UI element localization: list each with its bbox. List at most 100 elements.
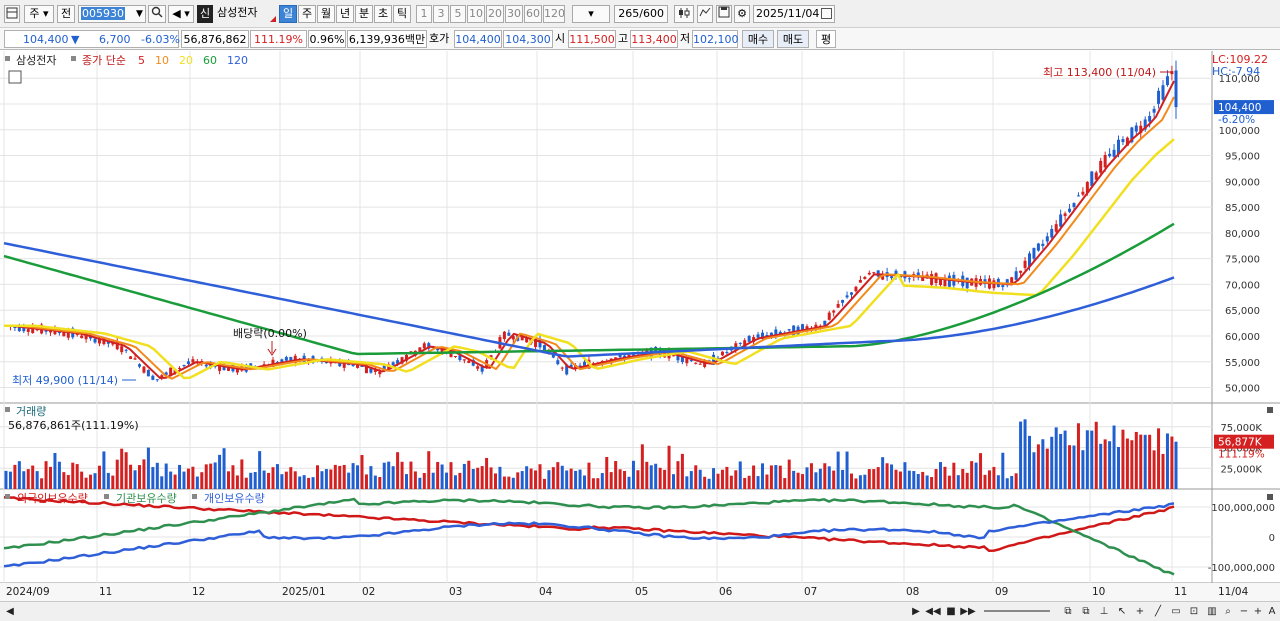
period-tab[interactable]: 분	[355, 5, 373, 23]
cursor-tool-icon[interactable]: ↖	[1117, 606, 1127, 617]
volume-bar	[485, 457, 489, 489]
calendar-icon[interactable]	[821, 8, 832, 19]
volume-bar	[752, 465, 756, 489]
candle-body	[378, 371, 382, 375]
volume-bar	[124, 452, 128, 489]
volume-bar	[164, 463, 168, 489]
interval-tab[interactable]: 5	[450, 5, 466, 23]
volume-bar	[538, 464, 542, 489]
interval-tab[interactable]: 60	[524, 5, 542, 23]
chart-type-icon[interactable]: ▥	[1207, 606, 1217, 617]
settings-gear-icon[interactable]: ⚙	[734, 5, 750, 23]
candle-body	[916, 272, 920, 277]
candle-body	[943, 277, 947, 287]
forward-icon[interactable]: ▶▶	[960, 606, 976, 617]
volume-bar	[547, 470, 551, 489]
interval-tab[interactable]: 3	[433, 5, 449, 23]
interval-tab[interactable]: 10	[467, 5, 485, 23]
volume-title: 거래량	[16, 405, 46, 418]
layout-tool-icon[interactable]: ⧉	[1064, 606, 1072, 617]
pin-tool-icon[interactable]: ⊥	[1099, 606, 1109, 617]
volume-bar	[40, 478, 44, 489]
period-tab[interactable]: 틱	[393, 5, 411, 23]
x-tick-label: 12	[192, 586, 205, 598]
volume-bar	[1094, 421, 1098, 489]
volume-bar	[89, 474, 93, 489]
zoom-out-icon[interactable]: −	[1239, 606, 1249, 617]
copy-tool-icon[interactable]: ⧉	[1082, 606, 1090, 617]
font-size-icon[interactable]: A	[1268, 606, 1276, 617]
interval-tab[interactable]: 30	[505, 5, 523, 23]
search-icon[interactable]	[148, 5, 166, 23]
date-input[interactable]: 2025/11/04	[753, 5, 835, 23]
volume-bar	[436, 461, 440, 489]
ma-60-line	[3, 222, 1175, 356]
draw-tool-icon[interactable]	[697, 5, 713, 23]
volume-bar	[1139, 434, 1143, 489]
zoom-slider[interactable]	[984, 610, 1050, 612]
rect-tool-icon[interactable]: ▭	[1171, 606, 1181, 617]
line-tool-icon[interactable]: ╱	[1154, 606, 1162, 617]
period-tab[interactable]: 초	[374, 5, 392, 23]
volume-bar	[182, 471, 186, 489]
scroll-right-icon[interactable]: ▶	[912, 606, 920, 617]
period-tab[interactable]: 년	[336, 5, 354, 23]
code-dropdown-icon[interactable]: ▼	[136, 9, 143, 19]
volume-bar	[507, 476, 511, 489]
period-tab[interactable]: 주	[298, 5, 316, 23]
zoom-icon[interactable]: ⌕	[1225, 606, 1231, 617]
stop-icon[interactable]: ■	[946, 606, 956, 617]
x-tick-label: 11/04	[1218, 586, 1249, 598]
eval-button[interactable]: 평	[816, 30, 836, 48]
volume-bar	[551, 467, 555, 489]
volume-bar	[235, 475, 239, 489]
volume-bar	[841, 469, 845, 489]
volume-bar	[672, 474, 675, 489]
period-tab[interactable]: 일	[279, 5, 297, 23]
ma-period-label: 60	[203, 54, 217, 67]
prev-button[interactable]: 전	[57, 5, 75, 23]
layout-icon[interactable]	[4, 5, 20, 23]
candle-body	[124, 349, 128, 351]
stock-name-label: 삼성전자	[217, 6, 258, 19]
volume-bar	[1010, 476, 1014, 489]
candle-body	[1036, 243, 1040, 251]
sell-button[interactable]: 매도	[777, 30, 809, 48]
volume-bar	[1081, 450, 1085, 489]
candle-body	[1063, 213, 1067, 217]
market-type-select[interactable]: 주 ▾	[24, 5, 54, 23]
open-label: 시	[555, 32, 566, 45]
candle-type-icon[interactable]	[674, 5, 694, 23]
volume-bar	[102, 451, 106, 489]
chart-scrollbar[interactable]: ◀ ▶ ◀◀ ■ ▶▶ ⧉ ⧉ ⊥ ↖ + ╱ ▭ ⊡ ▥ ⌕ − + A	[0, 601, 1280, 621]
volume-bar	[396, 452, 400, 489]
interval-tab[interactable]: 20	[486, 5, 504, 23]
interval-tab[interactable]: 1	[416, 5, 432, 23]
zoom-in-icon[interactable]: +	[1253, 606, 1263, 617]
interval-custom-select[interactable]: ▾	[572, 5, 610, 23]
candle-body	[556, 360, 560, 365]
buy-button[interactable]: 매수	[742, 30, 774, 48]
fit-tool-icon[interactable]: ⊡	[1189, 606, 1199, 617]
volume-bar	[75, 464, 79, 489]
speaker-icon[interactable]: ◀ ▾	[168, 5, 194, 23]
count-input[interactable]: 265/600	[614, 5, 668, 23]
volume-bar	[213, 462, 217, 489]
stock-code-input[interactable]: 005930	[78, 5, 146, 23]
interval-tab[interactable]: 120	[543, 5, 565, 23]
candle-body	[142, 366, 146, 373]
candle-body	[422, 343, 426, 349]
scroll-left-icon[interactable]: ◀	[6, 606, 14, 617]
candle-body	[863, 276, 867, 280]
volume-bar	[974, 462, 978, 489]
save-icon[interactable]	[716, 5, 732, 23]
rewind-icon[interactable]: ◀◀	[925, 606, 941, 617]
period-tab[interactable]: 월	[317, 5, 335, 23]
candle-body	[1174, 70, 1178, 108]
volume-bar	[249, 472, 253, 489]
volume-bar	[1112, 425, 1116, 489]
cross-tool-icon[interactable]: +	[1135, 606, 1145, 617]
volume-bar	[1103, 439, 1107, 489]
volume-bar	[66, 474, 70, 489]
volume-bar	[1170, 436, 1174, 489]
